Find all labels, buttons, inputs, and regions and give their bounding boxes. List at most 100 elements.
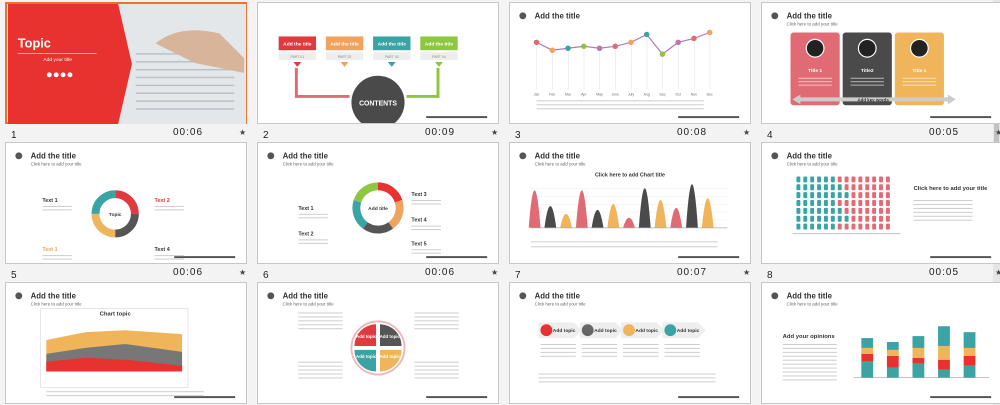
side-text [298,377,343,379]
slide-thumbnail[interactable]: Topic Add your title [5,2,247,124]
contents-circle [351,75,405,123]
slide-thumbnail[interactable]: Add the title Click here to add your titl… [257,142,499,264]
pictogram [858,192,863,199]
footer-bar [426,396,488,399]
bar-segment [963,332,976,348]
item-label: Text 4 [155,247,170,253]
slide-thumbnail[interactable]: Add the title Click here to add your titl… [509,282,751,404]
bar-segment [912,357,925,364]
footer-bar [426,256,488,259]
part-strip [373,52,411,61]
peak [528,190,541,228]
item-text [411,249,441,251]
slide-thumbnail[interactable]: Add the title Click here to add your titl… [509,142,751,264]
trend-point [549,47,556,53]
side-text [414,324,459,326]
arrow-text [623,351,659,353]
slide-thumbnail[interactable]: Add the title Click here to add your titl… [5,282,247,404]
pictogram [879,176,883,183]
slide-thumbnail[interactable]: Add the title Click here to add your titl… [761,282,1000,404]
banner [792,94,956,105]
slide-title: Add the title [283,292,329,301]
title-bullet [771,152,779,160]
pictogram [858,207,863,214]
card-text [850,84,884,86]
pictogram [817,215,822,222]
slide-number: 4 [767,130,773,141]
trend-point [675,39,681,46]
trend-point [706,29,713,36]
pictogram [796,176,801,183]
item-text [154,258,185,260]
pictogram [885,207,890,214]
ring-segment [91,190,116,215]
slide-title: Add the title [31,152,77,161]
side-text [414,377,459,379]
slide-subtitle: Click here to add your title [787,22,838,27]
card-text [798,77,832,79]
slide-thumbnail[interactable]: Add the title PART 01 Add the title PART 02… [257,2,499,124]
item-text [154,205,185,207]
side-text [298,328,343,330]
month-label: Apr [581,92,587,96]
part-box [325,36,364,51]
pictogram [879,223,883,230]
pictogram [851,192,856,199]
arrow-right [406,67,440,98]
pictogram [837,207,842,214]
side-text [913,207,973,209]
axis [530,227,728,229]
item-text [298,239,328,241]
slide-title: Add the title [787,12,833,21]
quadrant-label: Add topic [380,354,401,359]
peak [575,190,588,228]
pictogram [844,176,849,183]
ring-segment [377,182,403,203]
slide-subtitle: Click here to add your title [283,162,334,167]
topic-dot [46,72,52,78]
item-text [42,205,72,207]
pictogram [879,215,883,222]
bar-segment [861,361,874,378]
side-text [298,361,343,363]
text-line [530,246,718,248]
topic-dot [60,72,66,78]
trend-line [536,31,710,55]
slide-thumbnail[interactable]: Add the title Click here to add your titl… [257,282,499,404]
footer-bar [678,116,740,119]
arrow-left [294,67,350,98]
pictogram [823,207,828,214]
slide-thumbnail[interactable]: Add the title Click here to add your titl… [761,142,1000,264]
pictogram [823,223,828,230]
trend-point [691,35,697,42]
footer-bar [678,256,740,259]
slide-thumbnail[interactable]: Add the title Jan Feb Mar Apr May June July Aug S… [509,2,751,124]
pictogram [796,200,801,206]
side-text [913,219,973,221]
arrow-label: Add topic [677,328,700,334]
pictogram [796,192,801,199]
pictogram [851,207,856,214]
slide-title: Add the title [283,152,329,161]
item-text [298,242,328,244]
month-label: Aug [644,92,650,96]
card [842,32,892,106]
slide-thumbnail[interactable]: Add the title Click here to add your titl… [5,142,247,264]
item-text [298,217,328,219]
month-label: Jan [534,92,540,96]
card-photo [909,38,929,58]
pictogram [858,223,863,230]
item-label: Text 1 [42,247,57,253]
slide-thumbnail[interactable]: Add the title Click here to add your titl… [761,2,1000,124]
bar-segment [938,359,950,370]
side-text [414,361,459,363]
photo-line [135,84,235,87]
pictogram [885,184,890,191]
trend-point [659,51,666,57]
peak [701,198,714,228]
ring-center: Topic [109,212,122,218]
